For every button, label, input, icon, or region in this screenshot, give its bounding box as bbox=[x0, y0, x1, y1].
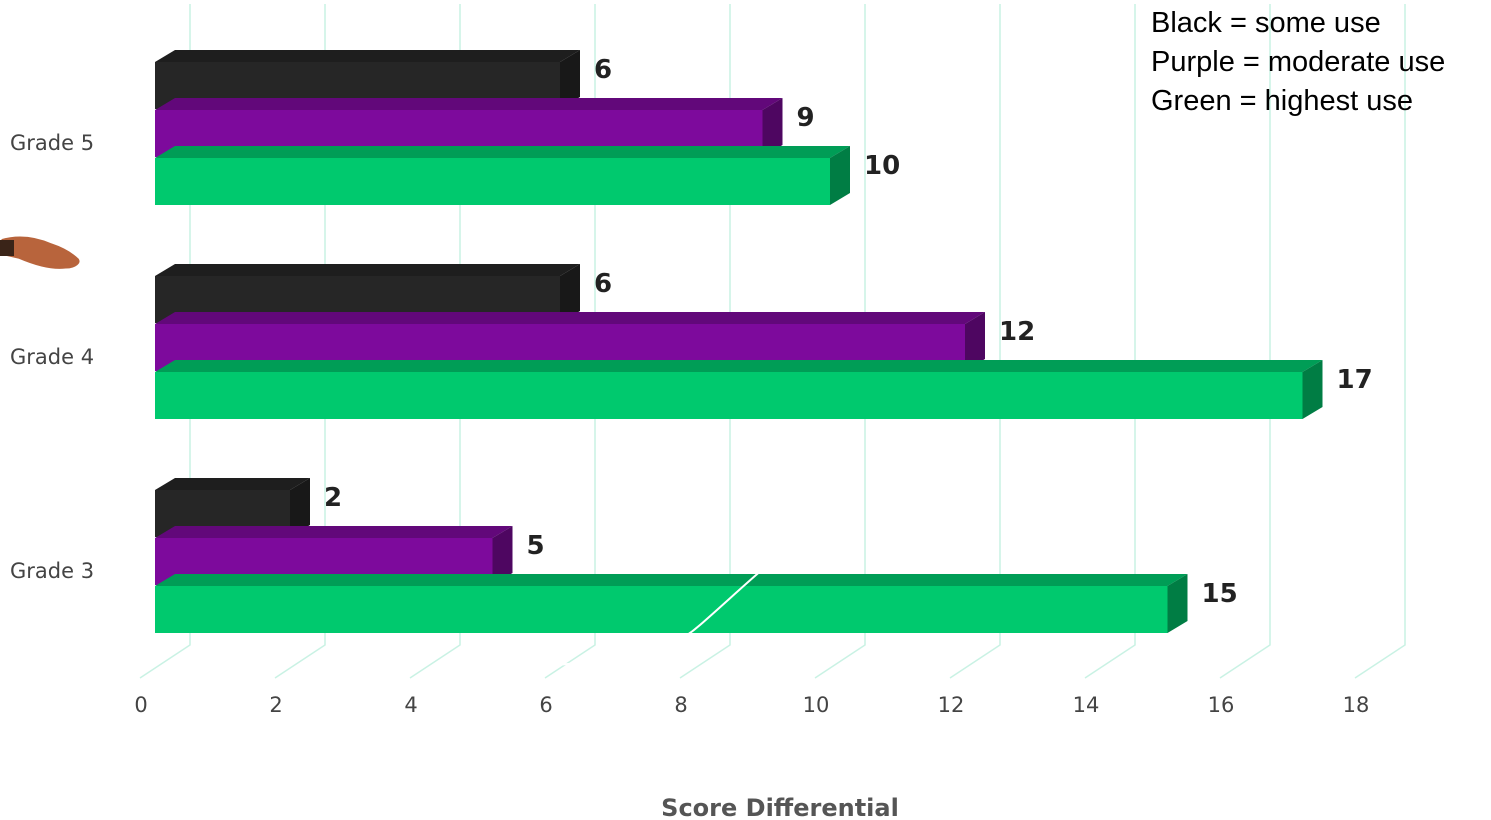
gridline bbox=[949, 4, 1001, 679]
bar-side-face bbox=[965, 312, 985, 371]
bar-front-face bbox=[155, 158, 830, 205]
bar-side-face bbox=[1302, 360, 1323, 419]
data-label: 15 bbox=[1202, 579, 1238, 609]
bar bbox=[155, 360, 1323, 419]
bar-top-face bbox=[155, 360, 1323, 372]
x-tick-label: 8 bbox=[674, 693, 687, 717]
data-label: 5 bbox=[527, 531, 545, 561]
bar-top-face bbox=[155, 146, 850, 158]
bar-side-face bbox=[560, 50, 580, 109]
decorative-curve-line bbox=[509, 531, 811, 668]
x-axis-title: Score Differential bbox=[661, 794, 899, 820]
data-label: 17 bbox=[1337, 365, 1373, 395]
gridline bbox=[274, 4, 326, 679]
bar bbox=[155, 146, 850, 205]
x-tick-label: 2 bbox=[269, 693, 282, 717]
bar-top-face bbox=[155, 264, 580, 276]
x-tick-label: 18 bbox=[1343, 693, 1370, 717]
bar-side-face bbox=[1167, 574, 1188, 633]
bar-side-face bbox=[290, 478, 310, 537]
bars bbox=[155, 50, 1323, 633]
bar-top-face bbox=[155, 312, 985, 324]
x-tick-label: 16 bbox=[1208, 693, 1235, 717]
legend-note: Black = some use Purple = moderate use G… bbox=[1151, 4, 1445, 121]
legend-note-green: Green = highest use bbox=[1151, 85, 1413, 117]
gridline bbox=[1219, 4, 1271, 679]
x-tick-label: 12 bbox=[938, 693, 965, 717]
gridlines bbox=[139, 4, 1406, 679]
bar-top-face bbox=[155, 50, 580, 62]
x-tick-label: 6 bbox=[539, 693, 552, 717]
x-tick-label: 14 bbox=[1073, 693, 1100, 717]
gridline bbox=[1354, 4, 1406, 679]
bar-front-face bbox=[155, 372, 1303, 419]
labels: 0 2 4 6 8 10 12 14 16 18 Grade 5 6 9 10 Grade 4 6 12 17 Gr… bbox=[10, 55, 1373, 717]
gridline bbox=[139, 4, 191, 679]
bar bbox=[155, 574, 1188, 633]
legend-note-black: Black = some use bbox=[1151, 7, 1381, 39]
data-label: 12 bbox=[999, 317, 1035, 347]
bar-side-face bbox=[830, 146, 850, 205]
category-label: Grade 4 bbox=[10, 345, 94, 369]
gridline bbox=[409, 4, 461, 679]
gridline bbox=[1084, 4, 1136, 679]
data-label: 9 bbox=[797, 103, 815, 133]
bar-side-face bbox=[560, 264, 580, 323]
data-label: 2 bbox=[324, 483, 342, 513]
bar-top-face bbox=[155, 98, 783, 110]
x-tick-label: 0 bbox=[134, 693, 147, 717]
data-label: 6 bbox=[594, 269, 612, 299]
x-tick-label: 10 bbox=[803, 693, 830, 717]
category-label: Grade 5 bbox=[10, 131, 94, 155]
gridline bbox=[544, 4, 596, 679]
gridline bbox=[679, 4, 731, 679]
gridline bbox=[814, 4, 866, 679]
data-label: 10 bbox=[864, 151, 900, 181]
bar-side-face bbox=[492, 526, 513, 585]
x-tick-label: 4 bbox=[404, 693, 417, 717]
bar-side-face bbox=[762, 98, 783, 157]
bar-front-face bbox=[155, 586, 1168, 633]
legend-note-purple: Purple = moderate use bbox=[1151, 46, 1446, 78]
bar-top-face bbox=[155, 478, 310, 490]
category-label: Grade 3 bbox=[10, 559, 94, 583]
data-label: 6 bbox=[594, 55, 612, 85]
bar-top-face bbox=[155, 574, 1188, 586]
bar-top-face bbox=[155, 526, 513, 538]
decorative-hand-icon bbox=[0, 233, 83, 272]
